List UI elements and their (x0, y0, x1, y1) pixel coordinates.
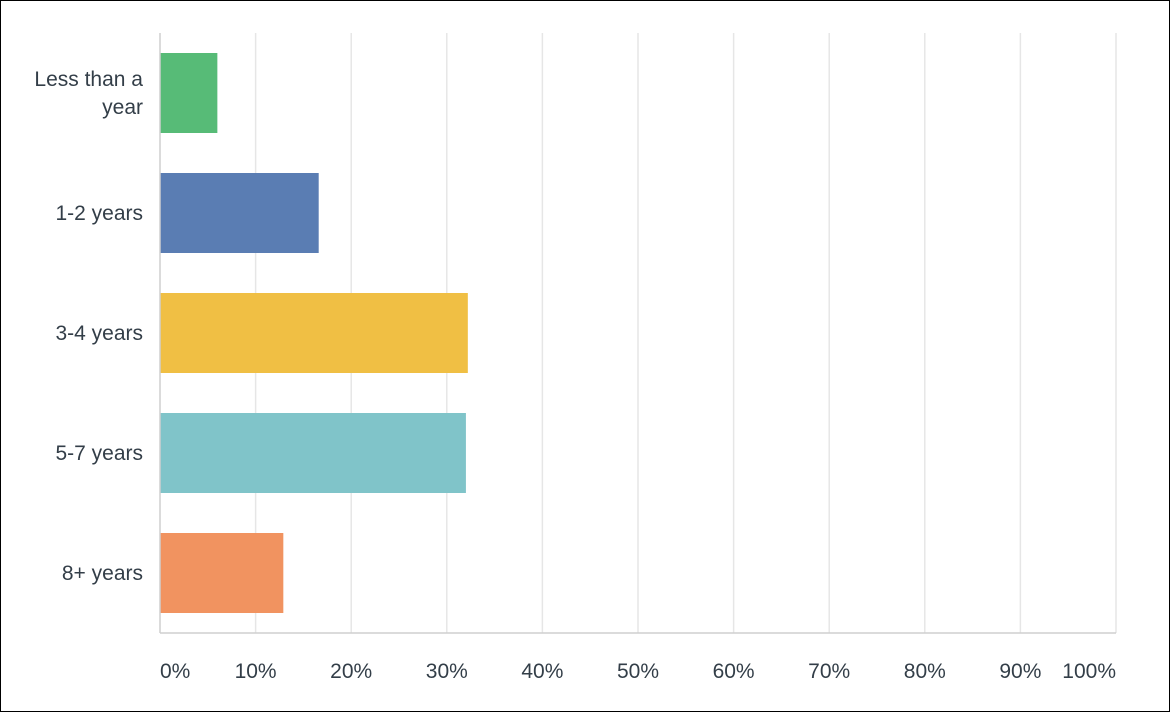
x-tick-label: 0% (160, 660, 190, 683)
bars (160, 53, 468, 613)
category-label: 3-4 years (55, 322, 143, 345)
category-label: 8+ years (62, 562, 143, 585)
x-tick-label: 100% (1062, 660, 1116, 683)
bar[interactable] (160, 173, 319, 253)
x-tick-label: 50% (617, 660, 659, 683)
category-label: Less than a year (34, 68, 143, 119)
x-tick-labels: 0% 10% 20% 30% 40% 50% 60% 70% 80% 90% 100% (160, 660, 1116, 683)
x-tick-label: 70% (808, 660, 850, 683)
bar[interactable] (160, 53, 218, 133)
x-tick-label: 30% (426, 660, 468, 683)
gridlines (254, 33, 1117, 633)
x-tick-label: 10% (235, 660, 277, 683)
x-tick-label: 40% (521, 660, 563, 683)
x-tick-label: 20% (330, 660, 372, 683)
bar[interactable] (160, 293, 468, 373)
category-label: 1-2 years (55, 202, 143, 225)
x-tick-label: 80% (904, 660, 946, 683)
category-labels: Less than a year 1-2 years 3-4 years 5-7 yea… (34, 68, 143, 585)
category-label: 5-7 years (55, 442, 143, 465)
bar[interactable] (160, 533, 284, 613)
x-tick-label: 60% (713, 660, 755, 683)
x-tick-label: 90% (999, 660, 1041, 683)
bar[interactable] (160, 413, 466, 493)
